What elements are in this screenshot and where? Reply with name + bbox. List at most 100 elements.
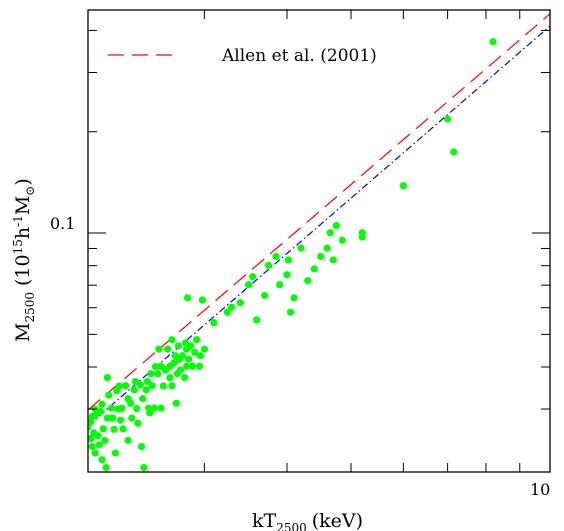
data-point-9	[91, 449, 99, 457]
data-point-40	[136, 381, 144, 389]
data-point-97	[284, 256, 293, 264]
data-point-84	[200, 345, 208, 353]
data-point-23	[110, 425, 118, 433]
data-point-106	[326, 229, 334, 237]
fit-line-1	[88, 13, 550, 411]
data-point-61	[168, 336, 176, 344]
data-point-18	[103, 414, 112, 422]
data-point-27	[115, 382, 123, 390]
data-point-105	[329, 256, 337, 264]
data-point-38	[133, 404, 141, 413]
data-point-107	[332, 222, 340, 230]
data-point-112	[444, 115, 452, 123]
data-point-75	[184, 294, 192, 302]
data-point-49	[148, 382, 156, 390]
data-point-77	[187, 342, 195, 350]
data-point-13	[98, 400, 106, 408]
data-point-98	[286, 308, 295, 316]
axes	[87, 9, 551, 473]
data-point-33	[127, 399, 135, 407]
data-point-62	[168, 382, 176, 390]
data-point-78	[189, 362, 197, 370]
data-point-2	[88, 423, 92, 431]
data-point-21	[107, 404, 116, 412]
data-point-48	[147, 370, 155, 378]
data-point-91	[253, 316, 261, 324]
data-point-70	[178, 352, 187, 360]
data-point-92	[260, 291, 269, 300]
data-point-55	[157, 404, 165, 412]
data-point-96	[283, 271, 291, 279]
data-point-101	[304, 277, 312, 285]
y-tick-label: 0.1	[50, 214, 75, 233]
data-point-102	[310, 265, 318, 273]
data-point-22	[109, 414, 117, 422]
data-point-104	[323, 244, 331, 252]
data-point-19	[105, 391, 113, 399]
data-point-63	[170, 359, 178, 367]
data-point-17	[102, 463, 110, 472]
data-point-11	[95, 441, 103, 449]
fit-line-2	[88, 25, 550, 426]
data-point-1	[88, 435, 95, 443]
data-point-35	[124, 436, 132, 445]
y-axis-label: M2500(1015h-1M⊙)	[11, 178, 37, 342]
data-point-90	[249, 273, 257, 281]
data-point-85	[210, 318, 218, 327]
data-point-71	[180, 373, 189, 382]
data-point-81	[195, 362, 204, 370]
data-points	[88, 38, 497, 472]
data-point-59	[166, 373, 174, 382]
plot-frame	[87, 9, 551, 473]
data-point-16	[98, 456, 106, 464]
data-point-67	[174, 342, 182, 350]
data-point-15	[101, 436, 109, 445]
data-point-39	[134, 419, 142, 427]
data-point-86	[223, 308, 231, 316]
data-point-31	[122, 382, 130, 390]
data-point-89	[245, 281, 253, 289]
data-point-87	[228, 303, 236, 311]
data-point-43	[140, 463, 148, 472]
x-tick-label: 10	[530, 480, 550, 499]
data-point-51	[151, 363, 160, 371]
data-point-50	[150, 404, 158, 412]
data-point-82	[196, 352, 205, 360]
data-point-41	[139, 395, 147, 403]
data-point-108	[338, 236, 346, 244]
data-point-29	[116, 416, 125, 424]
data-point-79	[191, 348, 199, 356]
data-point-103	[317, 252, 325, 261]
data-point-56	[159, 382, 167, 390]
data-point-95	[276, 281, 284, 289]
data-point-45	[143, 377, 152, 386]
data-point-74	[183, 362, 191, 370]
data-point-26	[111, 449, 119, 457]
data-point-65	[172, 399, 180, 407]
data-point-93	[264, 261, 273, 269]
legend-label: Allen et al. (2001)	[221, 46, 377, 66]
fit-lines	[88, 13, 550, 426]
data-point-34	[128, 414, 136, 422]
data-point-100	[297, 244, 305, 252]
data-point-12	[97, 407, 105, 416]
data-point-28	[118, 404, 126, 412]
data-point-83	[198, 296, 207, 304]
data-point-58	[164, 345, 172, 353]
data-point-111	[399, 182, 407, 190]
x-axis-label: kT2500 (keV)	[252, 510, 363, 531]
data-point-47	[146, 409, 154, 417]
data-point-53	[155, 345, 163, 353]
legend: Allen et al. (2001)	[108, 46, 377, 66]
data-point-8	[88, 443, 96, 451]
data-point-76	[185, 355, 193, 363]
data-point-42	[137, 443, 146, 451]
data-point-114	[489, 38, 497, 46]
data-point-113	[450, 148, 458, 156]
data-point-14	[99, 425, 107, 433]
data-point-20	[103, 373, 112, 382]
data-point-69	[176, 366, 185, 374]
data-point-94	[272, 252, 280, 261]
data-point-30	[119, 425, 127, 433]
